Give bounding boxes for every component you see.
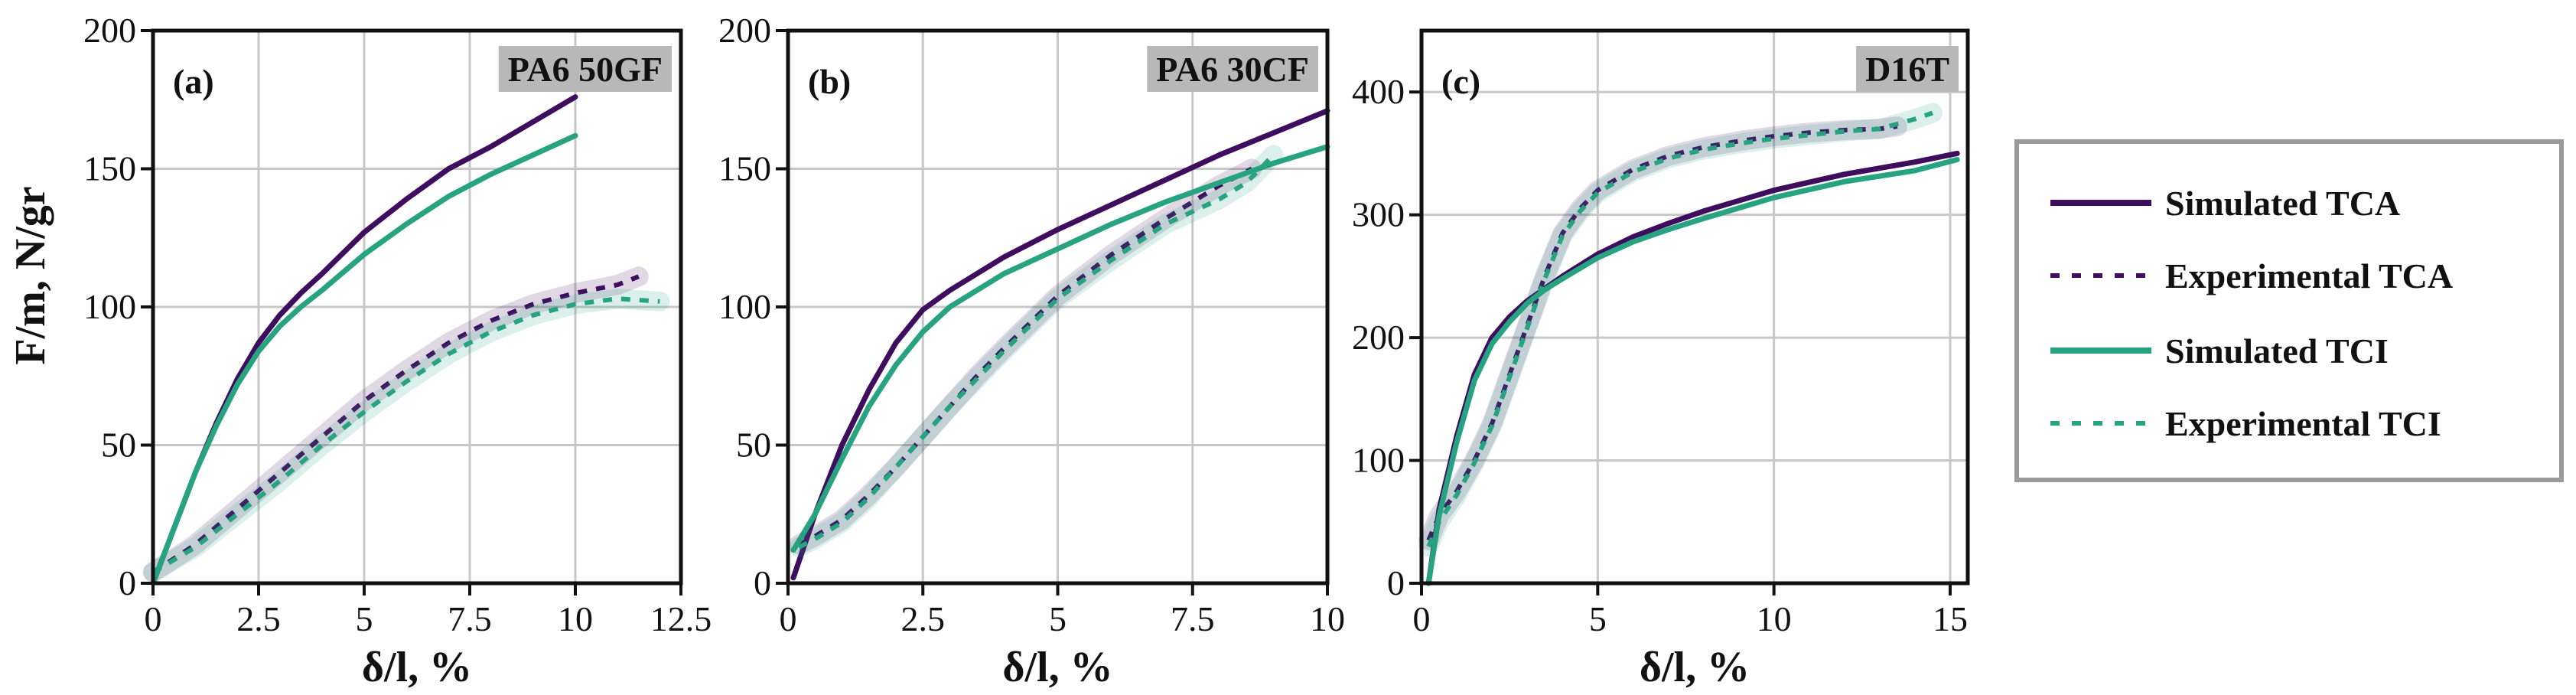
x-tick-label: 2.5: [901, 599, 946, 638]
series-line: [1426, 124, 1898, 541]
panel-title-text: PA6 50GF: [508, 50, 663, 89]
panel-title-box: [1147, 46, 1318, 92]
plot-frame: [1419, 28, 1970, 586]
panel-title-text: PA6 30CF: [1156, 50, 1309, 89]
x-tick-label: 7.5: [448, 599, 492, 638]
x-axis-title: δ/l, %: [362, 644, 472, 691]
series-line: [1425, 157, 1960, 586]
panel-letter: (c): [1441, 62, 1480, 101]
y-tick-label: 0: [1387, 563, 1405, 602]
panel-letter: (a): [173, 62, 214, 101]
series-band: [1418, 103, 1943, 556]
panel-letter: (b): [808, 62, 851, 101]
legend: Simulated TCA Experimental TCA Simulated T…: [2014, 139, 2564, 482]
y-axis-title: F/m, N/gr: [7, 186, 54, 364]
legend-label: Simulated TCI: [2165, 331, 2389, 370]
x-tick-label: 10: [1310, 599, 1345, 638]
series-band: [789, 145, 1284, 558]
panel-title-box: [498, 46, 672, 92]
x-tick-label: 2.5: [236, 599, 281, 638]
y-tick-label: 200: [83, 11, 136, 50]
x-tick-label: 10: [1757, 599, 1792, 638]
y-tick-label: 0: [754, 563, 771, 602]
y-tick-label: 400: [1352, 72, 1405, 111]
y-tick-label: 50: [101, 426, 136, 465]
legend-label: Experimental TCI: [2165, 404, 2441, 443]
legend-label: Experimental TCA: [2165, 256, 2453, 295]
series-line: [790, 108, 1330, 581]
y-tick-label: 300: [1352, 195, 1405, 234]
y-tick-label: 100: [83, 287, 136, 326]
series-line: [150, 132, 578, 586]
x-tick-label: 7.5: [1171, 599, 1215, 638]
y-tick-label: 200: [1352, 318, 1405, 357]
y-tick-label: 150: [718, 149, 771, 188]
x-axis-title: δ/l, %: [1640, 644, 1750, 691]
legend-label: Simulated TCA: [2165, 184, 2400, 223]
panel-title: PA6 30CF: [1147, 46, 1318, 92]
x-tick-label: 5: [1049, 599, 1067, 638]
panel-title: D16T: [1856, 46, 1959, 92]
x-tick-label: 5: [356, 599, 373, 638]
series-line: [790, 144, 1330, 553]
panel-1: 0 2.5 5 7.5 10 12.5 0 50 100 150 200 δ/l, % (a) PA6 5…: [83, 11, 712, 691]
y-tick-label: 0: [119, 563, 136, 602]
x-axis-title: δ/l, %: [1002, 644, 1112, 691]
x-tick-label: 10: [558, 599, 593, 638]
panel-title-box: [1856, 46, 1959, 92]
panel-title: PA6 50GF: [498, 46, 672, 92]
legend-box: [2014, 139, 2564, 482]
series-line: [797, 153, 1275, 550]
y-tick-label: 100: [718, 287, 771, 326]
y-tick-label: 150: [83, 149, 136, 188]
series-band: [143, 289, 670, 582]
x-tick-label: 15: [1933, 599, 1968, 638]
x-tick-label: 0: [145, 599, 162, 638]
x-tick-label: 12.5: [650, 599, 712, 638]
x-tick-label: 5: [1589, 599, 1607, 638]
y-tick-label: 100: [1352, 441, 1405, 480]
y-tick-label: 200: [718, 11, 771, 50]
x-tick-label: 0: [1413, 599, 1431, 638]
panel-title-text: D16T: [1865, 50, 1949, 89]
y-tick-label: 50: [736, 426, 771, 465]
panel-3: 0 5 10 15 0 100 200 300 400 δ/l, % (c) D16T: [1352, 28, 1970, 691]
series-band: [143, 266, 649, 582]
x-tick-label: 0: [780, 599, 797, 638]
series-line: [151, 296, 660, 575]
